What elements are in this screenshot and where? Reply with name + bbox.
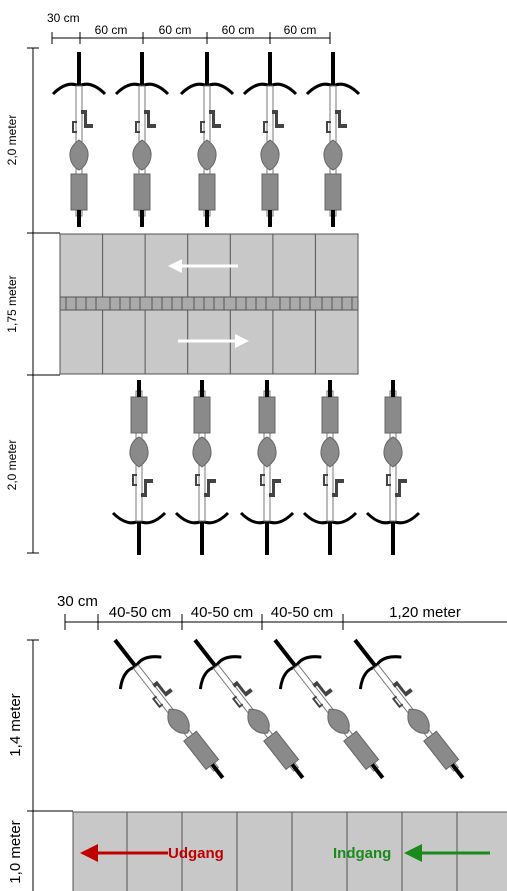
straight-layout: 30 cm 60 cm 60 cm 60 cm 60 cm 2,0 meter … [5, 11, 421, 557]
height-label: 1,4 meter [7, 693, 24, 756]
width-label: 40-50 cm [271, 604, 334, 621]
entrance-label: Indgang [333, 845, 391, 862]
bike-row-top [51, 50, 361, 229]
height-label: 2,0 meter [5, 115, 19, 166]
width-label: 30 cm [47, 11, 80, 25]
bike-row-bottom [111, 378, 421, 557]
height-label: 2,0 meter [5, 440, 19, 491]
height-label: 1,0 meter [7, 820, 24, 883]
height-label: 1,75 meter [5, 275, 19, 332]
width-label: 60 cm [95, 23, 128, 37]
angled-layout: 30 cm 40-50 cm 40-50 cm 40-50 cm 1,20 me… [7, 593, 507, 891]
width-label: 60 cm [222, 23, 255, 37]
exit-label: Udgang [168, 845, 224, 862]
width-label: 40-50 cm [191, 604, 254, 621]
angled-bikes [93, 622, 485, 796]
width-label: 60 cm [284, 23, 317, 37]
width-label: 60 cm [159, 23, 192, 37]
width-label: 40-50 cm [109, 604, 172, 621]
aisle [59, 233, 359, 375]
width-label: 1,20 meter [389, 604, 461, 621]
width-label: 30 cm [57, 593, 98, 610]
aisle: Udgang Indgang [72, 811, 507, 891]
